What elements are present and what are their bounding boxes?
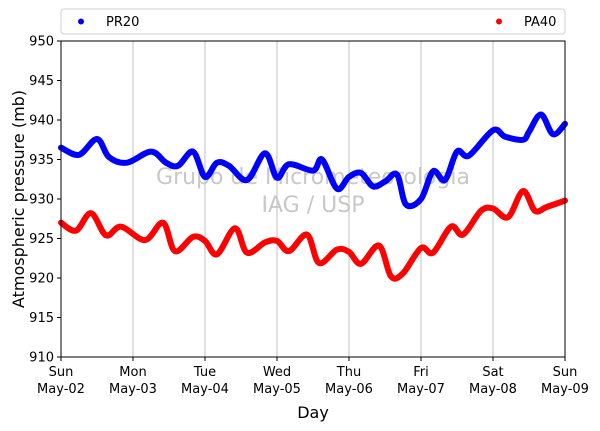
x-tick-label-day: Wed — [263, 365, 291, 380]
x-tick-label-day: Sat — [482, 365, 503, 380]
y-tick-label: 920 — [29, 272, 54, 287]
x-tick-label-date: May-08 — [469, 382, 517, 397]
y-tick-label: 940 — [29, 114, 54, 129]
x-tick-label-date: May-07 — [397, 382, 445, 397]
x-tick-label-day: Fri — [413, 365, 429, 380]
x-tick-label-date: May-03 — [109, 382, 157, 397]
legend-marker-pr20 — [78, 18, 84, 25]
legend-label-pa40: PA40 — [524, 15, 556, 30]
y-tick-label: 925 — [29, 232, 54, 247]
x-tick-label-date: May-09 — [541, 382, 589, 397]
y-tick-label: 910 — [29, 351, 54, 366]
legend-label-pr20: PR20 — [106, 15, 139, 30]
x-axis: Sun May-02 Mon May-03 Tue May-04 Wed May-05 Thu M… — [37, 357, 589, 397]
series-line-pr20 — [58, 111, 568, 210]
x-tick-label-date: May-02 — [37, 382, 85, 397]
legend-marker-pa40 — [496, 18, 502, 25]
series-line-pa40 — [58, 188, 568, 282]
legend-box — [60, 8, 566, 35]
x-tick-label-day: Mon — [119, 365, 146, 380]
y-tick-label: 950 — [29, 35, 54, 50]
watermark-line: IAG / USP — [262, 193, 365, 218]
x-tick-label-date: May-05 — [253, 382, 301, 397]
y-tick-label: 930 — [29, 193, 54, 208]
y-tick-label: 915 — [29, 311, 54, 326]
x-tick-label-date: May-04 — [181, 382, 229, 397]
y-axis-label: Atmospheric pressure (mb) — [9, 90, 28, 308]
x-axis-label: Day — [297, 403, 329, 422]
y-tick-label: 935 — [29, 153, 54, 168]
x-tick-label-day: Tue — [193, 365, 216, 380]
y-axis: 910 915 920 925 930 935 940 945 950 — [29, 35, 61, 366]
y-tick-label: 945 — [29, 74, 54, 89]
x-tick-label-day: Sun — [553, 365, 578, 380]
x-tick-label-date: May-06 — [325, 382, 373, 397]
series-layer — [58, 111, 568, 282]
legend: PR20 PA40 — [60, 8, 566, 35]
x-tick-label-day: Sun — [49, 365, 74, 380]
x-tick-label-day: Thu — [336, 365, 361, 380]
